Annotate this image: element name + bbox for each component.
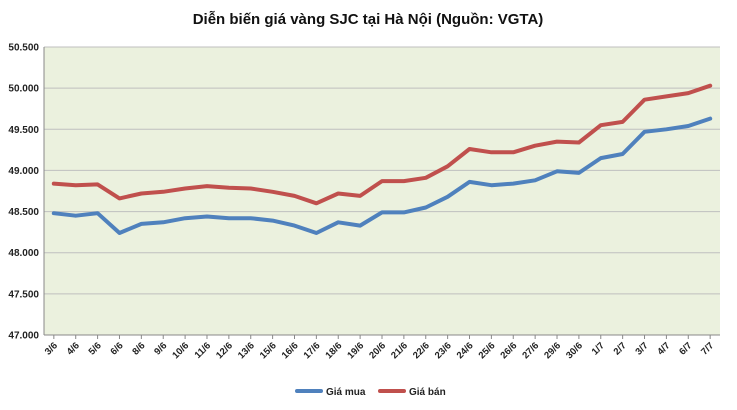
legend-label: Giá mua: [326, 387, 366, 398]
x-tick-label: 10/6: [170, 340, 191, 361]
x-tick-label: 20/6: [367, 340, 388, 361]
x-tick-label: 8/6: [130, 340, 147, 357]
x-tick-label: 11/6: [193, 340, 213, 360]
x-tick-label: 26/6: [499, 340, 520, 361]
y-tick-label: 49.000: [8, 166, 39, 177]
x-tick-label: 4/6: [65, 340, 82, 357]
x-tick-label: 23/6: [433, 340, 454, 361]
x-tick-label: 3/6: [43, 340, 60, 357]
legend: Giá mua Giá bán: [295, 387, 446, 398]
x-tick-label: 17/6: [302, 340, 323, 361]
x-tick-label: 21/6: [389, 340, 410, 361]
x-tick-label: 1/7: [590, 340, 607, 357]
x-tick-label: 9/6: [152, 340, 169, 357]
x-tick-label: 6/6: [108, 340, 125, 357]
series-lines: [51, 83, 713, 235]
series-line-gia-ban: [51, 83, 713, 206]
x-tick-label: 12/6: [214, 340, 235, 361]
y-tick-label: 47.500: [8, 289, 39, 300]
x-tick-label: 27/6: [520, 340, 541, 361]
y-axis-ticks: 47.000 47.500 48.000 48.500 49.000 49.500 50.0…: [8, 43, 39, 342]
x-tick-label: 19/6: [345, 340, 366, 361]
x-tick-label: 2/7: [612, 340, 629, 357]
y-tick-label: 48.000: [8, 248, 39, 259]
x-tick-label: 15/6: [258, 340, 279, 361]
x-tick-label: 4/7: [655, 340, 672, 357]
y-tick-label: 50.500: [8, 43, 39, 54]
x-tick-label: 5/6: [87, 340, 104, 357]
y-tick-label: 49.500: [8, 125, 39, 136]
legend-label: Giá bán: [409, 387, 446, 398]
x-tick-label: 22/6: [411, 340, 432, 361]
gridlines: [43, 46, 720, 336]
x-tick-label: 13/6: [236, 340, 257, 361]
x-axis-ticks: 3/6 4/6 5/6 6/6 8/6 9/6 10/6 11/6 12/6 13/6 15/6 16…: [43, 335, 716, 361]
y-tick-label: 47.000: [8, 331, 39, 342]
x-tick-label: 3/7: [634, 340, 651, 357]
chart-title: Diễn biến giá vàng SJC tại Hà Nội (Nguồn…: [193, 11, 544, 28]
x-tick-label: 24/6: [455, 340, 476, 361]
plot-area: [44, 47, 720, 335]
x-tick-label: 6/7: [677, 340, 694, 357]
y-tick-label: 50.000: [8, 84, 39, 95]
series-line-gia-mua: [51, 116, 713, 235]
x-tick-label: 7/7: [699, 340, 716, 357]
x-tick-label: 18/6: [324, 340, 345, 361]
x-tick-label: 30/6: [564, 340, 585, 361]
x-tick-label: 16/6: [280, 340, 301, 361]
x-tick-label: 29/6: [542, 340, 563, 361]
x-tick-label: 25/6: [477, 340, 498, 361]
y-tick-label: 48.500: [8, 207, 39, 218]
